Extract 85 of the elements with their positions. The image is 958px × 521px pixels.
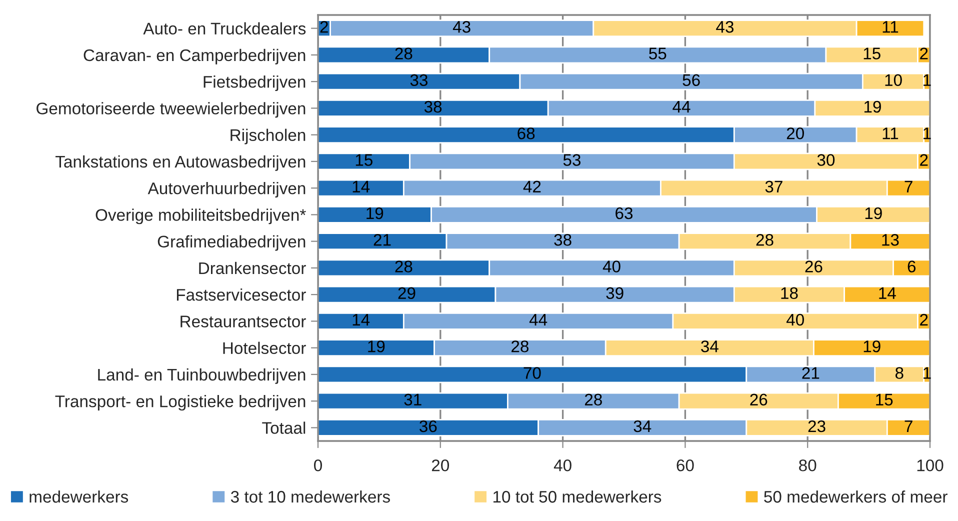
data-label: 34	[634, 420, 652, 432]
data-label: 55	[649, 48, 666, 60]
data-label: 8	[895, 367, 904, 379]
y-tick-label: Land- en Tuinbouwbedrijven	[98, 368, 306, 384]
y-tick-label: Drankensector	[199, 262, 306, 274]
data-label: 68	[518, 127, 535, 140]
data-label: 40	[602, 260, 620, 272]
x-tick-label: 80	[799, 459, 816, 472]
data-label: 38	[554, 234, 572, 246]
data-label: 15	[864, 48, 880, 60]
data-label: 11	[882, 128, 898, 140]
data-label: 28	[756, 234, 774, 246]
data-label: 15	[356, 154, 372, 166]
data-label: 31	[404, 394, 422, 406]
data-label: 10	[885, 74, 902, 86]
data-label: 36	[420, 420, 437, 432]
y-tick-label: Fietsbedrijven	[204, 76, 306, 92]
data-label: 19	[368, 340, 385, 352]
data-label: 15	[876, 394, 893, 406]
legend-label: medewerkers	[30, 490, 128, 503]
data-label: 7	[904, 420, 912, 432]
data-label: 28	[512, 340, 529, 352]
x-tick-label: 60	[676, 459, 694, 472]
data-label: 43	[452, 20, 470, 33]
y-tick-label: Autoverhuurbedrijven	[148, 182, 306, 198]
y-tick-label: Tankstations en Autowasbedrijven	[56, 155, 306, 171]
data-label: 70	[524, 367, 541, 379]
y-tick-label: Auto- en Truckdealers	[143, 22, 306, 35]
data-label: 14	[352, 180, 370, 192]
y-tick-label: Transport- en Logistieke bedrijven	[55, 395, 306, 411]
data-label: 34	[701, 340, 718, 352]
y-tick-label: Hotelsector	[223, 342, 306, 354]
y-tick-label: Grafimediabedrijven	[158, 235, 306, 251]
y-tick-label: Totaal	[262, 422, 306, 434]
data-label: 39	[606, 287, 624, 300]
data-label: 38	[424, 100, 442, 113]
data-label: 20	[786, 127, 804, 140]
data-label: 29	[398, 287, 416, 300]
y-tick-label: Caravan- en Camperbedrijven	[84, 48, 306, 64]
data-label: 19	[864, 100, 881, 113]
data-label: 44	[672, 101, 690, 112]
x-tick-label: 100	[917, 459, 944, 472]
data-label: 26	[805, 260, 822, 272]
y-tick-label: Gemotoriseerde tweewielerbedrijven	[36, 102, 306, 118]
data-label: 19	[864, 340, 880, 352]
x-tick-label: 0	[314, 459, 322, 472]
data-label: 42	[523, 180, 541, 192]
data-label: 33	[410, 74, 428, 86]
legend-label: 10 tot 50 medewerkers	[493, 490, 662, 503]
data-label: 63	[616, 207, 633, 220]
data-label: 13	[882, 234, 899, 246]
data-label: 11	[882, 21, 898, 33]
data-label: 21	[802, 367, 820, 379]
data-label: 19	[865, 207, 882, 220]
data-label: 26	[750, 394, 768, 406]
data-label: 21	[374, 234, 391, 246]
data-label: 18	[781, 287, 798, 300]
data-label: 19	[366, 207, 384, 220]
data-label: 2	[920, 154, 928, 166]
data-label: 14	[879, 287, 896, 299]
data-label: 6	[908, 260, 916, 272]
data-label: 28	[395, 48, 412, 60]
y-tick-label: Fastservicesector	[176, 288, 306, 301]
data-label: 14	[352, 314, 370, 326]
y-tick-label: Restaurantsector	[180, 316, 306, 328]
data-label: 37	[765, 180, 782, 193]
data-label: 30	[817, 154, 835, 166]
x-tick-label: 20	[432, 459, 450, 472]
data-label: 44	[529, 314, 548, 326]
x-tick-label: 40	[554, 459, 572, 472]
data-label: 2	[920, 314, 928, 326]
data-label: 7	[904, 180, 912, 192]
legend-label: 50 medewerkers of meer	[764, 490, 948, 503]
data-label: 40	[786, 314, 804, 326]
data-label: 28	[584, 394, 602, 406]
legend-label: 3 tot 10 medewerkers	[230, 490, 390, 503]
y-tick-label: Rijscholen	[230, 128, 306, 144]
data-label: 23	[808, 420, 826, 432]
data-label: 28	[395, 260, 412, 272]
data-label: 43	[716, 20, 734, 33]
data-label: 2	[320, 20, 328, 33]
data-label: 53	[563, 154, 581, 166]
data-label: 56	[682, 74, 700, 86]
data-label: 2	[920, 48, 928, 60]
y-tick-label: Overige mobiliteitsbedrijven*	[96, 208, 306, 224]
